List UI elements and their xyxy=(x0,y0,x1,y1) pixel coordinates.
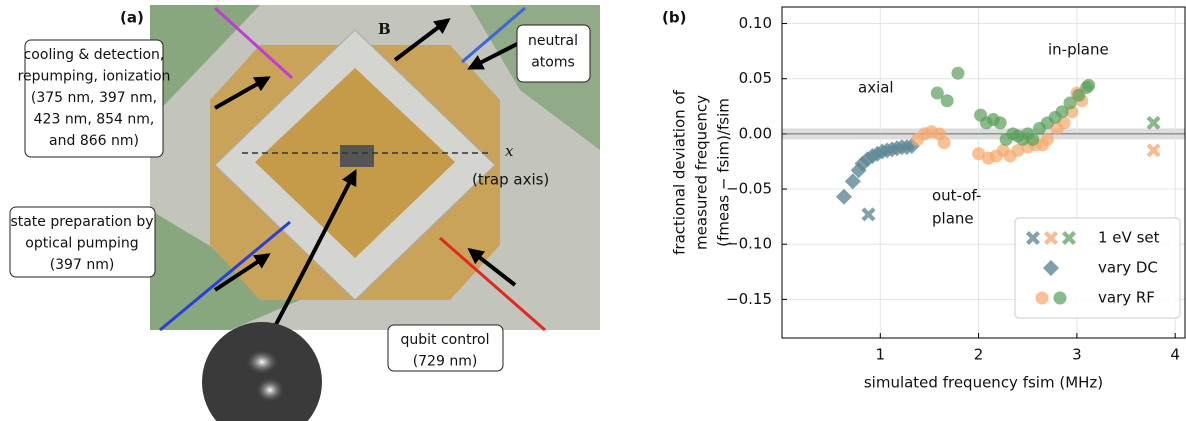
x-tick-label: 2 xyxy=(974,346,984,364)
callout-text: state preparation by xyxy=(10,214,153,230)
annotation: out-of- xyxy=(932,187,981,205)
x-tick-label: 3 xyxy=(1072,346,1082,364)
y-tick-label: −0.05 xyxy=(726,180,772,198)
x-tick-label: 1 xyxy=(876,346,886,364)
point xyxy=(994,116,1007,129)
annotation: in-plane xyxy=(1048,41,1109,59)
point xyxy=(1147,143,1161,157)
point xyxy=(938,136,951,149)
y-tick-label: 0.10 xyxy=(739,14,772,32)
y-axis-label: fractional deviation of xyxy=(671,89,689,254)
y-axis-label: (fmeas − fsim)/fsim xyxy=(715,98,733,247)
legend-label: vary DC xyxy=(1098,259,1158,277)
axis-note: (trap axis) xyxy=(472,171,549,189)
point xyxy=(861,207,875,221)
callout-text: cooling & detection, xyxy=(24,47,165,63)
legend-label: vary RF xyxy=(1098,289,1155,307)
y-tick-label: 0.00 xyxy=(739,124,772,142)
x-tick-label: 4 xyxy=(1170,346,1180,364)
callout-text: repumping, ionization xyxy=(18,69,171,85)
callout-text: (375 nm, 397 nm, xyxy=(31,90,157,106)
point xyxy=(836,189,852,205)
legend-marker xyxy=(1054,292,1067,305)
point xyxy=(1041,133,1054,146)
point xyxy=(941,94,954,107)
callout-text: neutral xyxy=(528,33,578,49)
axis-label: x xyxy=(505,142,514,160)
point xyxy=(951,67,964,80)
callout-text: 423 nm, 854 nm, xyxy=(34,112,155,128)
panel-label: (a) xyxy=(120,9,144,27)
callout-text: atoms xyxy=(531,55,575,71)
point xyxy=(1082,79,1095,92)
y-tick-label: −0.10 xyxy=(726,235,772,253)
point xyxy=(1147,116,1161,130)
panel-label: (b) xyxy=(662,9,686,27)
callout-text: (729 nm) xyxy=(413,354,478,370)
callout-text: (397 nm) xyxy=(50,257,115,273)
callout-text: optical pumping xyxy=(25,236,138,252)
chart: 0.10 0.05 0.00 −0.05 −0.10 −0.15 1 2 3 4 (b) simula… xyxy=(662,7,1185,392)
legend-label: 1 eV set xyxy=(1098,229,1160,247)
callout-text: qubit control xyxy=(400,332,489,348)
y-tick-label: −0.15 xyxy=(726,290,772,308)
annotation: plane xyxy=(932,210,974,228)
x-axis-label: simulated frequency fsim (MHz) xyxy=(864,374,1103,392)
y-tick-label: 0.05 xyxy=(739,69,772,87)
callout-text: and 866 nm) xyxy=(49,133,139,149)
annotation: axial xyxy=(858,79,894,97)
figure: (a) B x (trap axis) cooling & detection,… xyxy=(0,0,1186,421)
legend-marker xyxy=(1036,292,1049,305)
point xyxy=(1026,133,1039,146)
y-axis-label: measured frequency xyxy=(693,95,711,250)
field-label: B xyxy=(378,20,391,38)
